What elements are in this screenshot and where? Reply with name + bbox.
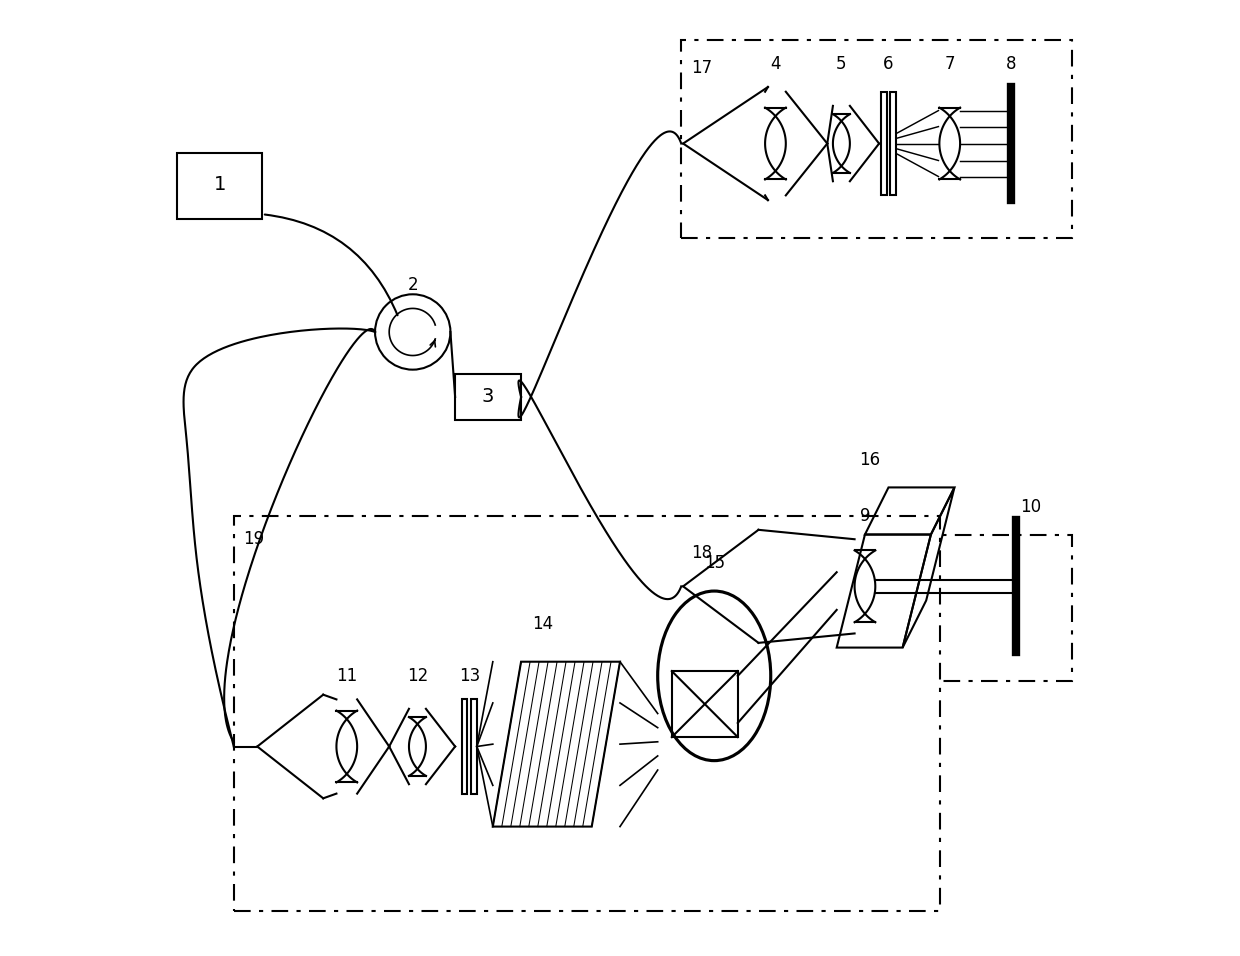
- Text: 15: 15: [703, 554, 724, 573]
- Bar: [672, 671, 738, 737]
- Text: 12: 12: [407, 667, 428, 685]
- Text: 6: 6: [883, 54, 894, 73]
- Text: 18: 18: [691, 544, 712, 562]
- Bar: [471, 700, 477, 793]
- Text: 5: 5: [836, 54, 847, 73]
- Text: 11: 11: [336, 667, 357, 685]
- Text: 4: 4: [770, 54, 781, 73]
- FancyBboxPatch shape: [455, 375, 521, 420]
- Text: 17: 17: [691, 58, 712, 76]
- Bar: [880, 92, 887, 195]
- Text: 10: 10: [1021, 498, 1042, 515]
- Text: 13: 13: [459, 667, 480, 685]
- Text: 16: 16: [859, 450, 880, 468]
- Bar: [890, 92, 897, 195]
- FancyBboxPatch shape: [681, 40, 1073, 238]
- Text: 2: 2: [408, 276, 418, 294]
- FancyBboxPatch shape: [681, 534, 1073, 681]
- Text: 3: 3: [482, 386, 495, 405]
- Text: 1: 1: [213, 175, 226, 193]
- Text: 7: 7: [945, 54, 955, 73]
- Text: 14: 14: [532, 616, 553, 634]
- FancyBboxPatch shape: [233, 515, 940, 911]
- Text: 19: 19: [243, 530, 264, 548]
- Text: 9: 9: [859, 507, 870, 525]
- FancyBboxPatch shape: [177, 153, 262, 219]
- Bar: [461, 700, 467, 793]
- Text: 8: 8: [1006, 54, 1017, 73]
